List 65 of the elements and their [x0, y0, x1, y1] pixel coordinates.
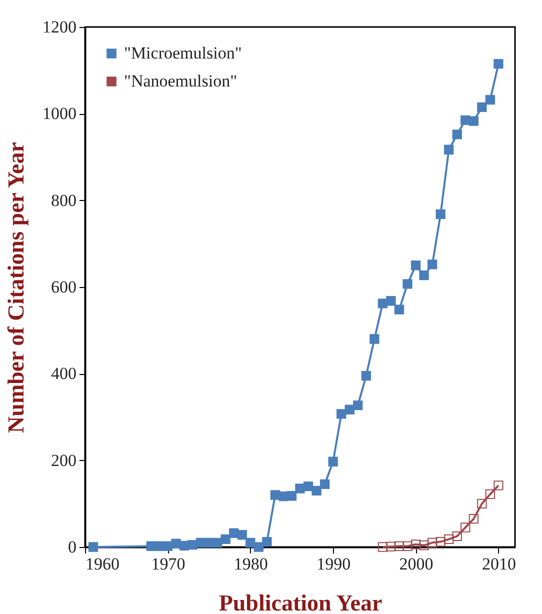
point [361, 371, 371, 381]
x-tick-label: 2010 [482, 554, 516, 574]
x-tick-label: 1980 [234, 554, 268, 574]
point [419, 540, 429, 550]
point [312, 486, 322, 496]
point [370, 334, 380, 344]
point [336, 409, 346, 419]
point [410, 540, 421, 550]
point [452, 531, 462, 541]
point [452, 130, 462, 140]
point [410, 260, 421, 270]
point [344, 404, 354, 414]
point [246, 538, 256, 548]
y-tick-label: 1000 [42, 104, 76, 124]
y-axis-title: Number of Citations per Year [4, 142, 28, 433]
point [436, 536, 446, 547]
point [188, 540, 198, 550]
x-tick-label: 2000 [399, 554, 434, 574]
point [477, 102, 487, 112]
point [386, 296, 396, 306]
x-axis-title: Publication Year [218, 590, 382, 614]
point [286, 491, 297, 501]
x-tick-label: 1990 [316, 554, 351, 574]
point [477, 498, 487, 508]
point [494, 59, 504, 69]
point [468, 116, 478, 126]
point [262, 536, 272, 547]
point [378, 298, 388, 308]
y-tick-label: 800 [51, 190, 76, 210]
point [444, 534, 454, 544]
point [88, 542, 98, 552]
point [460, 522, 470, 532]
point [468, 514, 478, 524]
point [220, 534, 230, 544]
point [394, 541, 404, 551]
point [394, 304, 404, 314]
legend-label: "Microemulsion" [124, 44, 242, 62]
x-tick-label: 1960 [86, 554, 120, 574]
y-tick-label: 400 [51, 364, 76, 384]
y-tick-label: 600 [51, 278, 76, 296]
point [485, 489, 496, 499]
point [485, 94, 496, 105]
point [378, 542, 388, 552]
point [254, 542, 264, 552]
point [444, 144, 454, 154]
y-tick-label: 0 [68, 538, 76, 556]
point [402, 541, 412, 551]
point [320, 479, 330, 489]
y-tick-label: 1200 [42, 18, 76, 36]
y-tick-label: 200 [51, 450, 76, 470]
point [386, 542, 396, 552]
x-tick-label: 1970 [151, 554, 186, 574]
point [237, 530, 247, 540]
legend-label: "Nanoemulsion" [124, 72, 238, 90]
point [353, 400, 363, 410]
point [427, 538, 438, 548]
point [494, 480, 504, 490]
point [419, 270, 429, 280]
point [402, 279, 412, 289]
point [295, 484, 305, 494]
point [328, 456, 338, 466]
point [171, 538, 181, 548]
point [427, 260, 438, 270]
point [303, 482, 314, 492]
point [436, 209, 446, 220]
